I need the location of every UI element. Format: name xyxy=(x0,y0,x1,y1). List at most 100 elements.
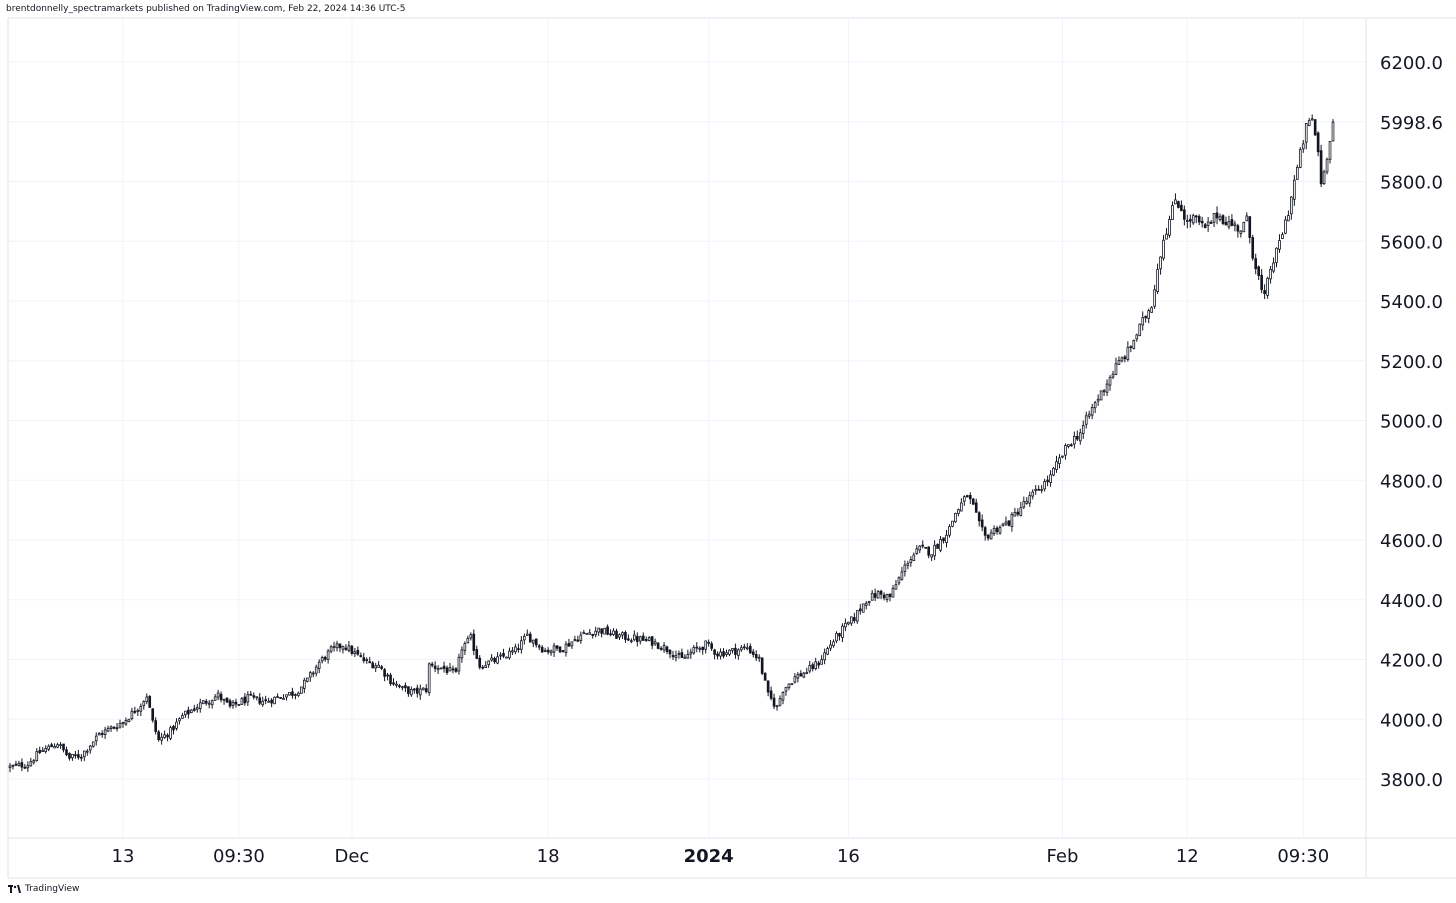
candle xyxy=(1058,454,1061,469)
candle xyxy=(1141,311,1145,331)
candle xyxy=(478,655,482,670)
candle-body-up xyxy=(329,646,333,652)
candle xyxy=(998,525,1002,535)
candle-body-down xyxy=(763,672,767,681)
candle-body-down xyxy=(398,685,401,688)
candle xyxy=(740,645,743,652)
candle xyxy=(311,671,315,678)
candle xyxy=(924,546,928,549)
candle xyxy=(1290,196,1293,220)
candle xyxy=(957,508,960,517)
candle-body-up xyxy=(939,539,942,551)
candle-body-down xyxy=(921,544,925,547)
candle-body-down xyxy=(350,645,354,654)
candle xyxy=(1007,520,1011,527)
candle xyxy=(900,566,904,581)
candle xyxy=(737,648,740,660)
candle-body-up xyxy=(552,645,556,653)
time-axis[interactable]: 13 09:30 Dec 18 2024 16 Feb 12 09:30 xyxy=(112,846,1330,867)
candle xyxy=(487,660,490,668)
candle xyxy=(689,648,693,659)
candle xyxy=(754,650,758,662)
candle xyxy=(1049,470,1052,487)
candle-body-down xyxy=(1180,204,1183,212)
candle-body-down xyxy=(888,593,892,597)
candle xyxy=(817,660,820,669)
candle xyxy=(983,525,987,541)
candle xyxy=(472,629,476,656)
candle xyxy=(415,684,419,698)
candle-body-up xyxy=(282,697,285,700)
candle xyxy=(1281,232,1284,239)
candle-body-down xyxy=(974,502,978,513)
time-tick-label: 18 xyxy=(537,846,560,867)
candle-body-down xyxy=(454,668,458,672)
candle xyxy=(305,677,309,683)
candle xyxy=(1004,516,1008,527)
candle-body-up xyxy=(130,710,134,720)
candle-body-down xyxy=(882,594,886,599)
candle xyxy=(490,654,493,662)
candle-body-down xyxy=(995,527,999,533)
candle-body-down xyxy=(1236,225,1240,232)
candle-body-down xyxy=(1075,435,1079,440)
candle xyxy=(710,641,713,651)
candle-body-up xyxy=(1233,223,1237,226)
candle-body-down xyxy=(534,638,538,646)
grid xyxy=(8,18,1366,838)
candle-body-up xyxy=(300,686,303,694)
candle-body-down xyxy=(77,754,80,758)
candle-body-up xyxy=(341,645,345,650)
candle xyxy=(20,758,24,772)
time-tick-label: Feb xyxy=(1047,846,1079,867)
candle xyxy=(1242,221,1246,233)
candle xyxy=(781,691,785,705)
candle-body-down xyxy=(243,696,247,704)
candle xyxy=(680,648,684,658)
candle xyxy=(1174,193,1177,205)
candle-body-down xyxy=(1319,150,1323,185)
candle xyxy=(94,732,98,746)
candle xyxy=(980,514,984,532)
candle xyxy=(995,525,999,535)
candle xyxy=(1090,403,1094,420)
candle xyxy=(784,686,788,696)
candle-body-up xyxy=(1132,340,1136,349)
candle-body-up xyxy=(954,512,957,523)
candle xyxy=(986,534,990,541)
candle-body-up xyxy=(1218,216,1222,220)
candle-body-up xyxy=(1266,277,1269,296)
candle-body-down xyxy=(172,725,175,731)
candle-body-up xyxy=(401,686,404,689)
candle-body-up xyxy=(1114,363,1118,376)
candle-body-up xyxy=(1159,256,1162,270)
price-axis[interactable]: 6200.0 5800.0 5600.0 5400.0 5200.0 5000.0 4800… xyxy=(1380,53,1443,791)
candle xyxy=(951,520,954,528)
candle-body-up xyxy=(719,651,722,657)
candle xyxy=(1132,339,1136,350)
candle-body-up xyxy=(912,554,916,562)
candle xyxy=(930,554,933,561)
candle xyxy=(528,631,532,643)
candle-body-down xyxy=(1221,215,1225,224)
candle-body-up xyxy=(255,696,259,699)
candle xyxy=(1123,355,1127,363)
candle xyxy=(1183,205,1186,226)
candle xyxy=(668,649,672,659)
candle-body-up xyxy=(246,694,250,703)
candle-body-up xyxy=(1055,461,1058,470)
candle xyxy=(410,686,413,697)
candle xyxy=(1138,323,1142,337)
candle xyxy=(216,689,220,701)
candle-body-up xyxy=(677,653,681,655)
candle xyxy=(1171,201,1174,221)
candle xyxy=(329,644,333,654)
candle-body-up xyxy=(410,688,413,696)
candle xyxy=(47,744,50,752)
price-tick-label: 6200.0 xyxy=(1380,53,1443,74)
tradingview-logo[interactable]: TradingView xyxy=(8,884,79,894)
candle xyxy=(511,646,514,656)
candle-body-up xyxy=(297,692,300,696)
candle-body-down xyxy=(743,646,746,649)
